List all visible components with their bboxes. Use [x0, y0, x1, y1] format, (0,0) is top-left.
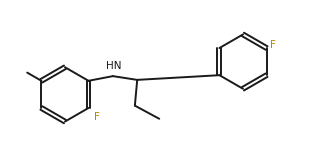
Text: HN: HN [106, 61, 121, 71]
Text: F: F [94, 112, 100, 122]
Text: F: F [270, 40, 276, 50]
